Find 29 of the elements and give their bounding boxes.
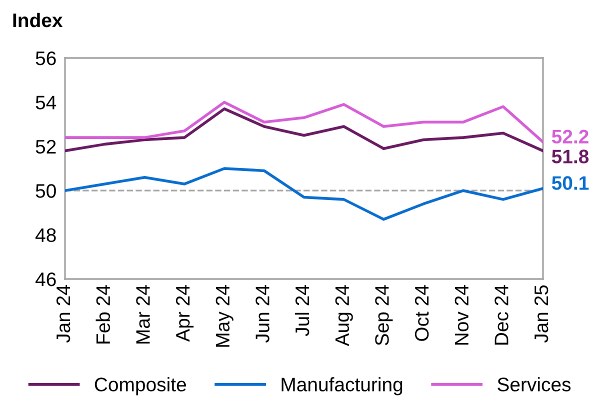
data-label: 50.1 xyxy=(552,176,589,190)
x-tick-label: Sep 24 xyxy=(375,285,393,346)
legend-label: Services xyxy=(498,377,571,392)
x-tick-label: Jun 24 xyxy=(256,285,270,343)
y-tick-label: 52 xyxy=(36,140,56,154)
y-tick-label: 50 xyxy=(36,184,56,198)
y-axis-title: Index xyxy=(13,12,63,28)
line-series xyxy=(65,100,543,144)
legend-label: Composite xyxy=(94,377,186,396)
x-tick-label: Dec 24 xyxy=(494,285,508,345)
y-tick-label: 46 xyxy=(35,272,56,286)
x-tick-label: Jul 24 xyxy=(294,285,310,336)
y-tick-label: 56 xyxy=(36,51,56,66)
x-tick-label: Oct 24 xyxy=(414,285,429,341)
x-tick-label: Apr 24 xyxy=(176,285,194,342)
x-tick-label: Feb 24 xyxy=(96,285,110,344)
data-label: 52.2 xyxy=(552,130,588,144)
x-tick-label: Jan 24 xyxy=(56,285,70,343)
x-tick-label: Jan 25 xyxy=(534,285,548,343)
line-series xyxy=(65,107,543,152)
y-tick-label: 54 xyxy=(36,96,56,110)
legend-label: Manufacturing xyxy=(282,377,402,396)
x-tick-label: Nov 24 xyxy=(454,285,469,345)
data-label: 51.8 xyxy=(552,150,589,164)
x-tick-label: Aug 24 xyxy=(335,285,353,346)
x-tick-label: May 24 xyxy=(216,285,234,347)
line-series xyxy=(65,167,543,221)
y-tick-label: 48 xyxy=(35,228,56,242)
x-tick-label: Mar 24 xyxy=(136,285,150,344)
